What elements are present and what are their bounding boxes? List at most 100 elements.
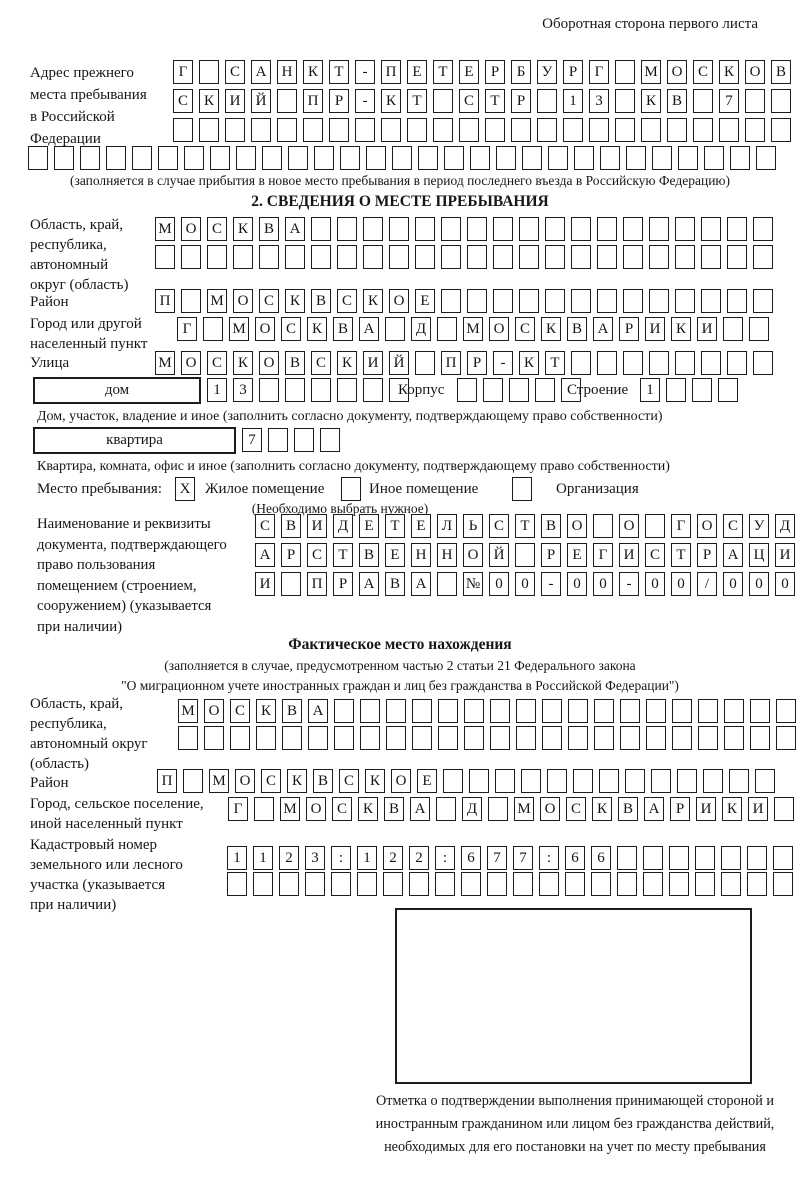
char-cell — [515, 543, 535, 567]
char-cell — [178, 726, 198, 750]
char-cell — [355, 118, 375, 142]
char-cell — [415, 245, 435, 269]
char-cell: И — [775, 543, 795, 567]
char-cell — [516, 699, 536, 723]
page-corner-note: Оборотная сторона первого листа — [542, 16, 758, 32]
char-cell — [724, 726, 744, 750]
char-cell — [753, 351, 773, 375]
char-cell: Й — [389, 351, 409, 375]
char-cell — [493, 245, 513, 269]
char-cell: И — [697, 317, 717, 341]
char-cell — [433, 118, 453, 142]
char-cell — [363, 217, 383, 241]
char-cell — [493, 289, 513, 313]
char-cell: 1 — [207, 378, 227, 402]
char-cell — [467, 245, 487, 269]
char-cell: Д — [333, 514, 353, 538]
char-cell: П — [155, 289, 175, 313]
char-cell: А — [410, 797, 430, 821]
char-cell — [649, 245, 669, 269]
char-cell: В — [311, 289, 331, 313]
char-cell — [256, 726, 276, 750]
char-cell: К — [719, 60, 739, 84]
char-cell — [626, 146, 646, 170]
char-cell — [623, 217, 643, 241]
char-cell — [199, 60, 219, 84]
apartment-note: Квартира, комната, офис и иное (заполнит… — [37, 459, 670, 474]
char-cell: С — [230, 699, 250, 723]
char-cell: О — [489, 317, 509, 341]
char-cell: Е — [385, 543, 405, 567]
char-cell — [282, 726, 302, 750]
char-cell — [294, 428, 314, 452]
char-cell — [750, 699, 770, 723]
char-cell: Т — [545, 351, 565, 375]
char-cell — [207, 245, 227, 269]
char-cell — [727, 245, 747, 269]
char-cell: О — [204, 699, 224, 723]
char-cell: К — [641, 89, 661, 113]
char-cell: И — [645, 317, 665, 341]
char-cell — [337, 245, 357, 269]
char-cell: Р — [485, 60, 505, 84]
char-cell — [599, 769, 619, 793]
char-cell: А — [251, 60, 271, 84]
prev-address-label: Адрес прежнего места пребывания в Россий… — [30, 65, 147, 147]
char-cell — [173, 118, 193, 142]
char-cell — [467, 217, 487, 241]
char-cell — [132, 146, 152, 170]
char-cell — [488, 797, 508, 821]
char-cell — [721, 872, 741, 896]
char-cell — [490, 699, 510, 723]
char-cell — [522, 146, 542, 170]
char-cell: 2 — [279, 846, 299, 870]
region-row-2 — [155, 245, 773, 269]
char-cell — [753, 289, 773, 313]
char-cell — [281, 572, 301, 596]
char-cell: 7 — [242, 428, 262, 452]
char-cell: Ь — [463, 514, 483, 538]
char-cell — [254, 797, 274, 821]
actual-district-label: Район — [30, 775, 69, 791]
char-cell: О — [619, 514, 639, 538]
char-cell — [773, 872, 793, 896]
char-cell — [340, 146, 360, 170]
char-cell — [203, 317, 223, 341]
char-cell — [459, 118, 479, 142]
char-cell — [776, 726, 796, 750]
char-cell: 6 — [461, 846, 481, 870]
char-cell — [279, 872, 299, 896]
char-cell: В — [667, 89, 687, 113]
char-cell — [698, 699, 718, 723]
char-cell: 0 — [489, 572, 509, 596]
char-cell — [617, 872, 637, 896]
char-cell — [698, 726, 718, 750]
char-cell: - — [493, 351, 513, 375]
char-cell — [755, 769, 775, 793]
char-cell: Т — [433, 60, 453, 84]
char-cell: 0 — [515, 572, 535, 596]
char-cell: В — [281, 514, 301, 538]
char-cell: 2 — [383, 846, 403, 870]
char-cell: Д — [462, 797, 482, 821]
char-cell: Г — [173, 60, 193, 84]
char-cell — [771, 118, 791, 142]
char-cell — [357, 872, 377, 896]
char-cell — [386, 699, 406, 723]
char-cell: Р — [329, 89, 349, 113]
char-cell: И — [696, 797, 716, 821]
char-cell — [774, 797, 794, 821]
char-cell — [334, 699, 354, 723]
char-cell: С — [307, 543, 327, 567]
checkbox-dwelling: X — [175, 477, 195, 501]
char-cell — [597, 245, 617, 269]
char-cell — [771, 89, 791, 113]
char-cell — [745, 118, 765, 142]
char-cell — [649, 217, 669, 241]
char-cell: Д — [775, 514, 795, 538]
char-cell: Г — [593, 543, 613, 567]
char-cell — [495, 769, 515, 793]
char-cell — [337, 378, 357, 402]
